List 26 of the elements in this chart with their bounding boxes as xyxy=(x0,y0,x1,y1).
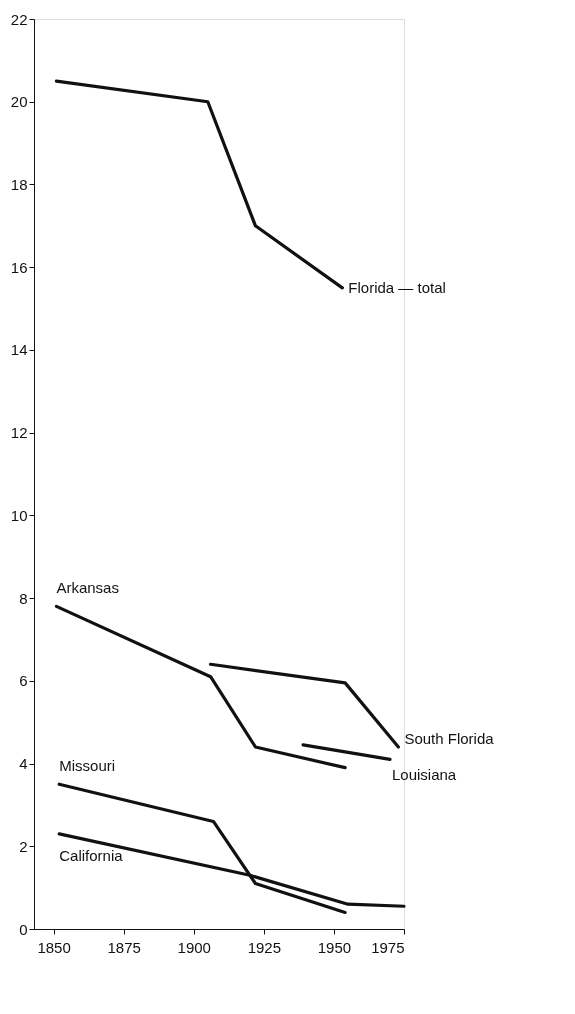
y-tick-label: 16 xyxy=(10,258,28,276)
y-tick-label: 4 xyxy=(19,755,28,773)
series-label: South Florida xyxy=(404,730,495,747)
series-label: Florida — total xyxy=(348,278,446,296)
y-tick-label: 20 xyxy=(10,93,28,111)
x-tick-label: 1925 xyxy=(247,938,282,956)
y-tick-label: 18 xyxy=(10,175,28,193)
x-tick-label: 1850 xyxy=(37,938,71,956)
y-tick-label: 22 xyxy=(10,10,28,28)
y-tick-label: 2 xyxy=(19,837,28,855)
series-label: Missouri xyxy=(59,757,116,775)
line-series xyxy=(54,604,347,770)
y-tick-label: 8 xyxy=(19,589,28,607)
y-tick-label: 0 xyxy=(19,920,28,938)
y-tick-label: 6 xyxy=(19,672,28,690)
x-tick-label: 1900 xyxy=(177,938,211,956)
line-series xyxy=(54,79,344,290)
y-tick-label: 10 xyxy=(10,506,28,524)
x-tick-label: 1875 xyxy=(107,938,141,956)
x-tick-label: 1975 xyxy=(371,938,405,956)
series-label: Arkansas xyxy=(56,579,119,597)
y-tick-label: 14 xyxy=(10,341,28,359)
series-label: Louisiana xyxy=(391,766,457,784)
x-tick-label: 1950 xyxy=(317,938,352,956)
series-label: California xyxy=(59,846,124,864)
y-tick-label: 12 xyxy=(10,424,28,442)
